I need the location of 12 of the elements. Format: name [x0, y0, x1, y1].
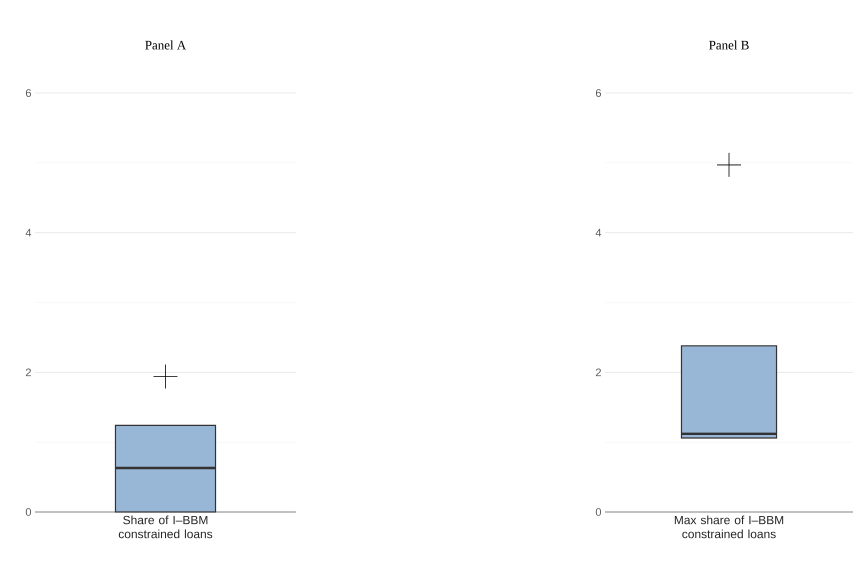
y-tick-label: 4 [596, 228, 602, 236]
y-tick-label: 0 [26, 508, 32, 516]
chart-title: Panel B [709, 40, 749, 50]
x-tick-label: Share of I–BBM constrained loans [118, 516, 212, 538]
y-tick-label: 2 [26, 368, 31, 376]
y-tick-label: 0 [596, 508, 602, 516]
y-tick-label: 6 [26, 89, 31, 97]
x-tick-label: Max share of I–BBM constrained loans [674, 516, 784, 538]
y-tick-label: 4 [26, 228, 32, 236]
chart-title: Panel A [145, 40, 186, 50]
y-tick-label: 2 [596, 368, 601, 376]
y-tick-label: 6 [596, 89, 601, 97]
